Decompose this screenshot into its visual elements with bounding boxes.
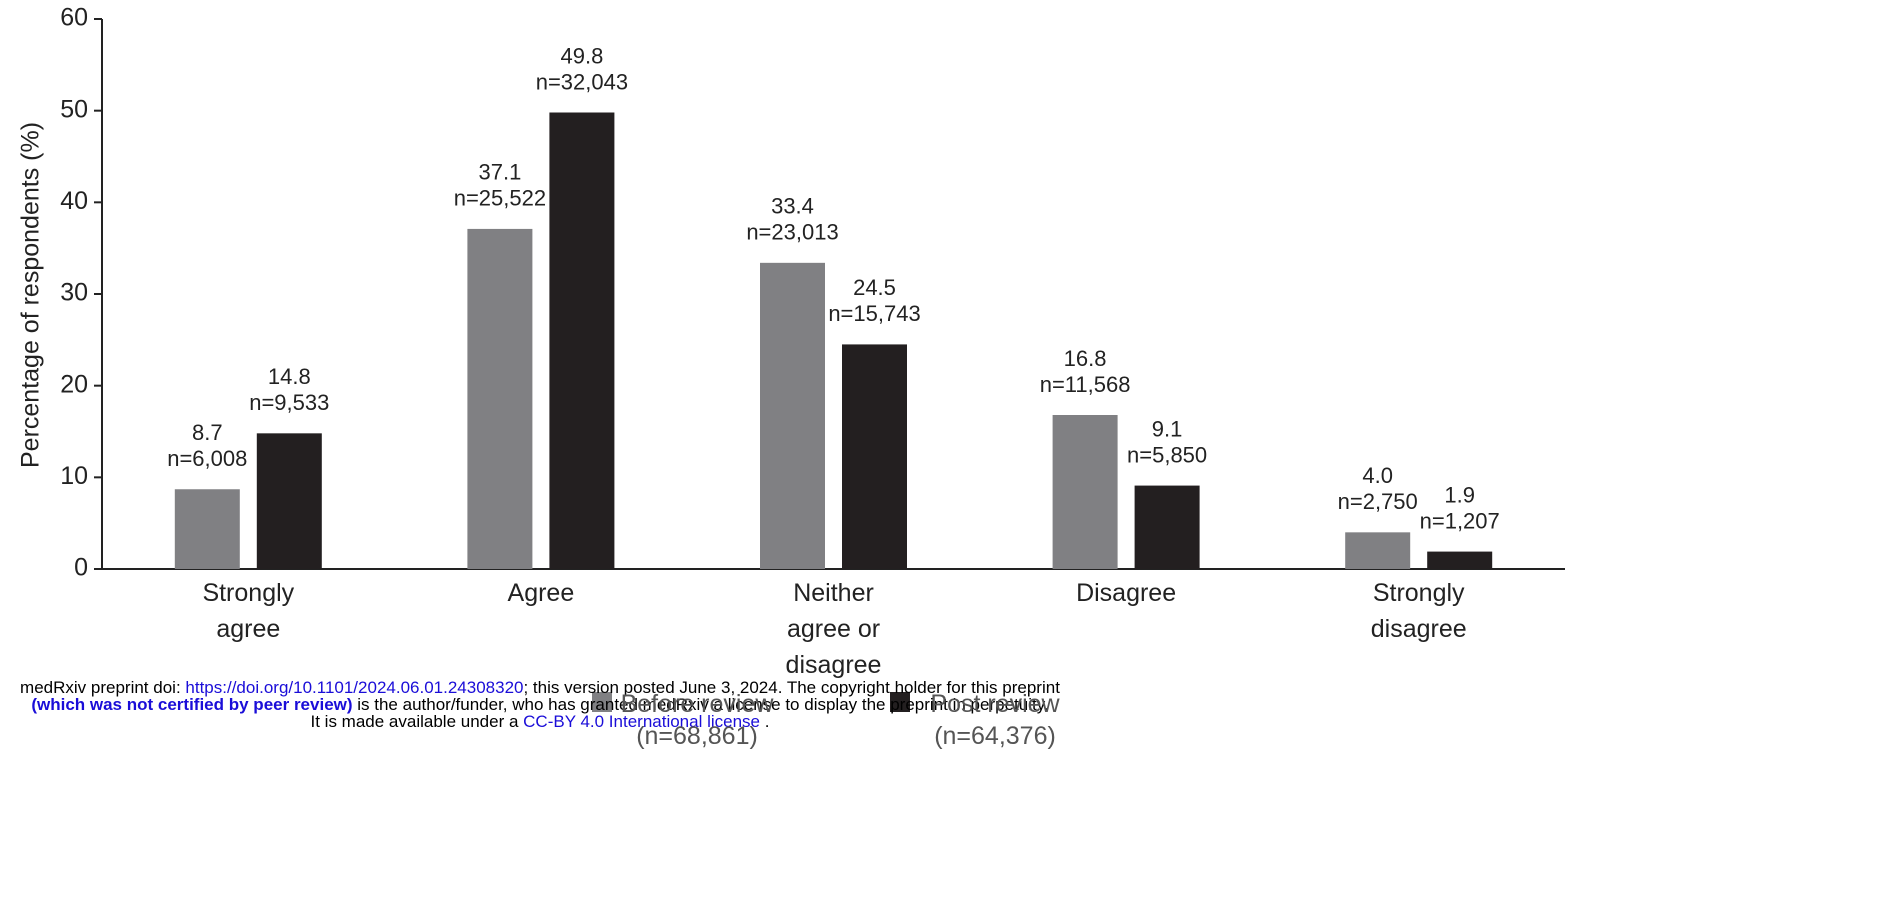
bar — [549, 112, 615, 569]
count-label: n=2,750 — [1338, 489, 1418, 514]
count-label: n=25,522 — [454, 186, 546, 211]
value-label: 24.5 — [853, 275, 896, 300]
footer-line: medRxiv preprint doi: https://doi.org/10… — [0, 679, 1080, 697]
bar — [842, 344, 907, 569]
y-axis-label: Percentage of respondents (%) — [17, 122, 45, 468]
footer-text: ; this version posted June 3, 2024. The … — [523, 678, 1060, 697]
x-tick-label: Strongly disagree — [1370, 579, 1467, 643]
value-label: 9.1 — [1152, 416, 1183, 441]
y-tick-label: 60 — [60, 4, 88, 32]
y-tick-label: 20 — [60, 370, 88, 398]
bar — [174, 489, 240, 569]
value-label: 8.7 — [192, 420, 223, 445]
value-label: 4.0 — [1362, 463, 1393, 488]
count-label: n=23,013 — [746, 220, 838, 245]
x-tick-label: Agree — [507, 579, 575, 607]
bar — [256, 433, 322, 569]
count-label: n=6,008 — [167, 446, 247, 471]
bar — [1052, 415, 1118, 569]
legend-swatch — [890, 692, 910, 712]
count-label: n=32,043 — [536, 69, 628, 94]
value-label: 14.8 — [268, 364, 311, 389]
y-tick-label: 10 — [60, 462, 88, 490]
y-tick-label: 0 — [74, 554, 88, 582]
footer-link[interactable]: https://doi.org/10.1101/2024.06.01.24308… — [185, 678, 524, 697]
footer-text: It is made available under a — [310, 712, 524, 731]
x-tick-label: Neither agree or disagree — [785, 579, 882, 679]
bar — [1134, 485, 1200, 569]
bar — [467, 228, 533, 569]
footer-line: It is made available under a CC-BY 4.0 I… — [0, 713, 1080, 731]
value-label: 37.1 — [478, 160, 521, 185]
bar — [1427, 551, 1493, 569]
count-label: n=9,533 — [249, 390, 329, 415]
y-tick-label: 50 — [60, 95, 88, 123]
count-label: n=5,850 — [1127, 442, 1207, 467]
footer-text: medRxiv preprint doi: — [20, 678, 186, 697]
legend-label: Post review (n=64,376) — [930, 690, 1060, 750]
value-label: 16.8 — [1064, 346, 1107, 371]
count-label: n=1,207 — [1420, 508, 1500, 533]
legend-swatch — [592, 692, 612, 712]
count-label: n=15,743 — [828, 301, 920, 326]
count-label: n=11,568 — [1040, 372, 1131, 397]
footer-text: (which was not certified by peer review) — [31, 695, 353, 714]
footer-line: (which was not certified by peer review)… — [0, 696, 1080, 714]
bar — [1345, 532, 1411, 569]
legend-label: Before review (n=68,861) — [620, 690, 774, 750]
footer-link[interactable]: CC-BY 4.0 International license — [523, 712, 761, 731]
value-label: 33.4 — [771, 194, 814, 219]
value-label: 49.8 — [560, 43, 603, 68]
y-tick-label: 30 — [60, 279, 88, 307]
x-tick-label: Strongly agree — [202, 579, 295, 643]
footer-text: is the author/funder, who has granted me… — [352, 695, 1049, 714]
value-label: 1.9 — [1444, 482, 1475, 507]
x-tick-label: Disagree — [1076, 579, 1177, 607]
bar — [760, 262, 825, 569]
footer-text: . — [760, 712, 770, 731]
y-tick-label: 40 — [60, 187, 88, 215]
